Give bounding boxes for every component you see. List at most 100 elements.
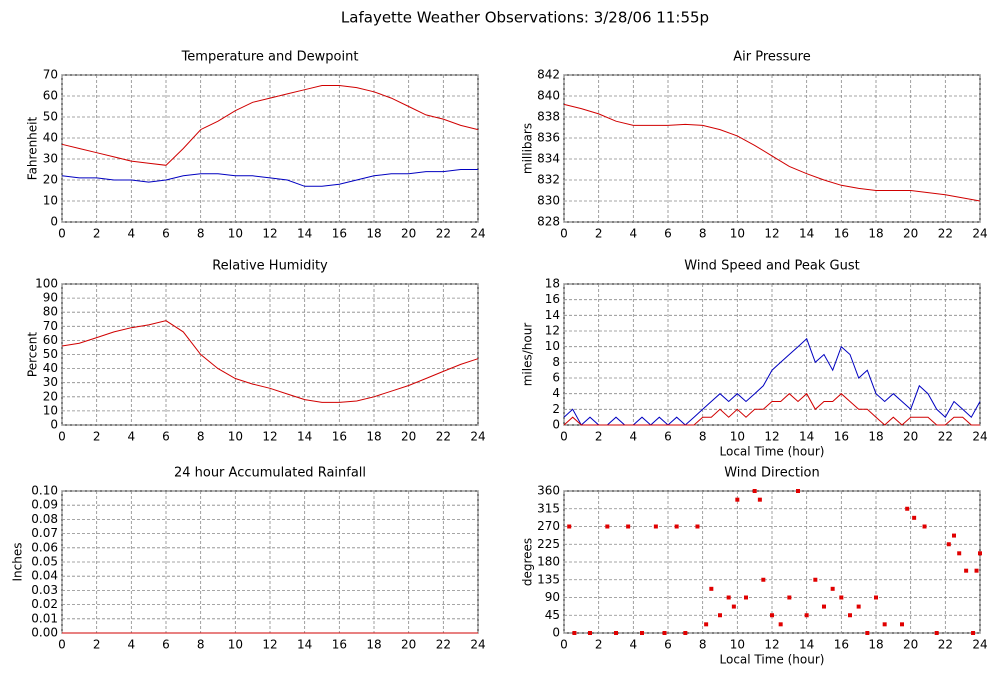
x-tick-label: 4 [630, 227, 638, 241]
x-tick-label: 20 [903, 638, 918, 652]
data-point [839, 595, 844, 600]
y-tick-label: 4 [552, 386, 560, 400]
data-point [752, 489, 757, 493]
y-tick-label: 0.08 [31, 512, 58, 526]
x-tick-label: 12 [262, 430, 277, 444]
x-tick-label: 8 [699, 638, 707, 652]
y-tick-label: 225 [537, 537, 560, 551]
x-tick-label: 10 [228, 227, 243, 241]
x-tick-label: 12 [262, 227, 277, 241]
y-axis-label: millibars [521, 123, 535, 174]
data-point [674, 524, 679, 529]
data-point [856, 604, 861, 609]
data-point [882, 622, 887, 627]
y-tick-label: 20 [43, 389, 58, 403]
chart-title: Wind Speed and Peak Gust [684, 259, 859, 274]
x-tick-label: 10 [228, 638, 243, 652]
x-tick-label: 22 [436, 638, 451, 652]
y-tick-label: 315 [537, 501, 560, 515]
data-point [653, 524, 658, 529]
data-point [952, 533, 956, 538]
data-line [563, 103, 981, 202]
chart-title: Temperature and Dewpoint [181, 50, 359, 65]
y-tick-label: 0 [50, 418, 58, 432]
x-tick-label: 10 [730, 638, 745, 652]
y-tick-label: 12 [545, 324, 560, 338]
data-point [662, 631, 667, 635]
x-tick-label: 18 [366, 430, 381, 444]
y-tick-label: 8 [552, 355, 560, 369]
x-tick-label: 4 [128, 227, 136, 241]
data-point [731, 604, 736, 609]
x-tick-label: 20 [903, 227, 918, 241]
x-tick-label: 14 [799, 638, 814, 652]
x-tick-label: 8 [699, 430, 707, 444]
data-line [61, 85, 479, 166]
x-tick-label: 22 [938, 638, 953, 652]
x-tick-label: 6 [664, 638, 672, 652]
data-point [978, 551, 982, 556]
y-axis-label: Percent [26, 332, 40, 377]
y-tick-label: 0.05 [31, 555, 58, 569]
x-tick-label: 6 [162, 430, 170, 444]
data-point [744, 595, 748, 600]
x-tick-label: 8 [699, 227, 707, 241]
y-tick-label: 842 [537, 68, 560, 82]
x-tick-label: 2 [93, 430, 101, 444]
x-tick-label: 2 [93, 638, 101, 652]
x-tick-label: 0 [560, 638, 568, 652]
y-tick-label: 180 [537, 555, 560, 569]
x-tick-label: 20 [903, 430, 918, 444]
x-tick-label: 20 [401, 227, 416, 241]
x-tick-label: 12 [764, 227, 779, 241]
y-tick-label: 0.02 [31, 597, 58, 611]
x-tick-label: 8 [197, 227, 205, 241]
data-point [704, 622, 709, 627]
x-tick-label: 18 [868, 430, 883, 444]
data-point [830, 586, 835, 591]
x-tick-label: 4 [630, 430, 638, 444]
x-tick-label: 16 [332, 227, 347, 241]
x-tick-label: 22 [938, 430, 953, 444]
y-tick-label: 10 [43, 403, 58, 417]
x-tick-label: 14 [297, 638, 312, 652]
y-tick-label: 14 [545, 308, 560, 322]
data-point [695, 524, 700, 529]
chart-title: Relative Humidity [212, 259, 328, 274]
x-tick-label: 24 [972, 638, 987, 652]
x-tick-label: 24 [470, 638, 485, 652]
x-tick-label: 6 [664, 227, 672, 241]
y-tick-label: 0.10 [31, 484, 58, 498]
data-line [61, 169, 478, 187]
y-tick-label: 60 [43, 89, 58, 103]
x-axis-label: Local Time (hour) [720, 445, 825, 459]
y-tick-label: 0.01 [31, 611, 58, 625]
data-point [709, 586, 714, 591]
y-tick-label: 10 [43, 194, 58, 208]
y-tick-label: 0.09 [31, 498, 58, 512]
data-point [796, 489, 800, 493]
y-tick-label: 832 [537, 173, 560, 187]
data-point [770, 613, 774, 618]
y-tick-label: 0 [552, 418, 560, 432]
data-line [61, 320, 479, 403]
y-tick-label: 80 [43, 305, 58, 319]
data-point [865, 631, 870, 635]
data-point [813, 577, 818, 582]
data-point [957, 551, 962, 556]
x-tick-label: 0 [58, 638, 66, 652]
x-tick-label: 24 [972, 227, 987, 241]
y-tick-label: 0.06 [31, 540, 58, 554]
data-point [900, 622, 904, 627]
data-point [974, 568, 979, 573]
x-tick-label: 6 [162, 638, 170, 652]
x-tick-label: 24 [470, 227, 485, 241]
y-tick-label: 100 [35, 277, 58, 291]
x-tick-label: 4 [128, 638, 136, 652]
x-tick-label: 20 [401, 430, 416, 444]
x-tick-label: 16 [834, 227, 849, 241]
y-tick-label: 836 [537, 131, 560, 145]
y-axis-label: Inches [11, 543, 25, 582]
data-point [971, 631, 976, 635]
data-point [822, 604, 826, 609]
